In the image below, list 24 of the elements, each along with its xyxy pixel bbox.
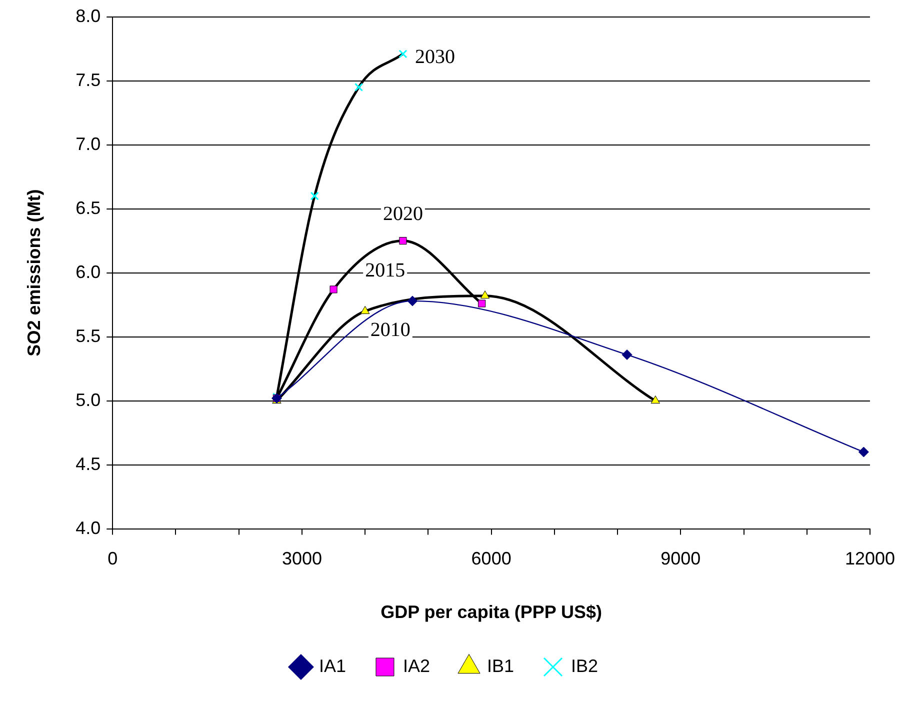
x-tick-label: 6000: [471, 548, 512, 569]
y-tick-label: 7.0: [76, 134, 101, 154]
y-axis-title: SO2 emissions (Mt): [24, 189, 44, 356]
annotation: 2015: [365, 259, 406, 282]
x-tick-label: 9000: [660, 548, 701, 569]
y-tick-label: 5.0: [76, 390, 101, 410]
y-tick-label: 8.0: [76, 6, 101, 26]
annotation: 2030: [414, 46, 455, 68]
legend-label: IA1: [318, 656, 346, 676]
legend-label: IA2: [402, 656, 430, 676]
y-tick-label: 6.0: [76, 262, 101, 282]
annotation: 2010: [370, 319, 410, 342]
y-tick-label: 4.0: [76, 518, 101, 538]
x-tick-label: 0: [108, 548, 118, 569]
x-tick-label: 12000: [844, 548, 896, 569]
x-axis-title: GDP per capita (PPP US$): [380, 602, 602, 622]
annotation: 2020: [382, 203, 423, 226]
y-tick-label: 5.5: [76, 326, 101, 346]
legend-label: IB2: [571, 656, 598, 676]
y-tick-label: 7.5: [76, 70, 101, 90]
x-tick-label: 3000: [282, 548, 322, 569]
y-tick-label: 4.5: [76, 454, 101, 474]
y-tick-label: 6.5: [76, 198, 101, 218]
legend-label: IB1: [487, 656, 514, 676]
